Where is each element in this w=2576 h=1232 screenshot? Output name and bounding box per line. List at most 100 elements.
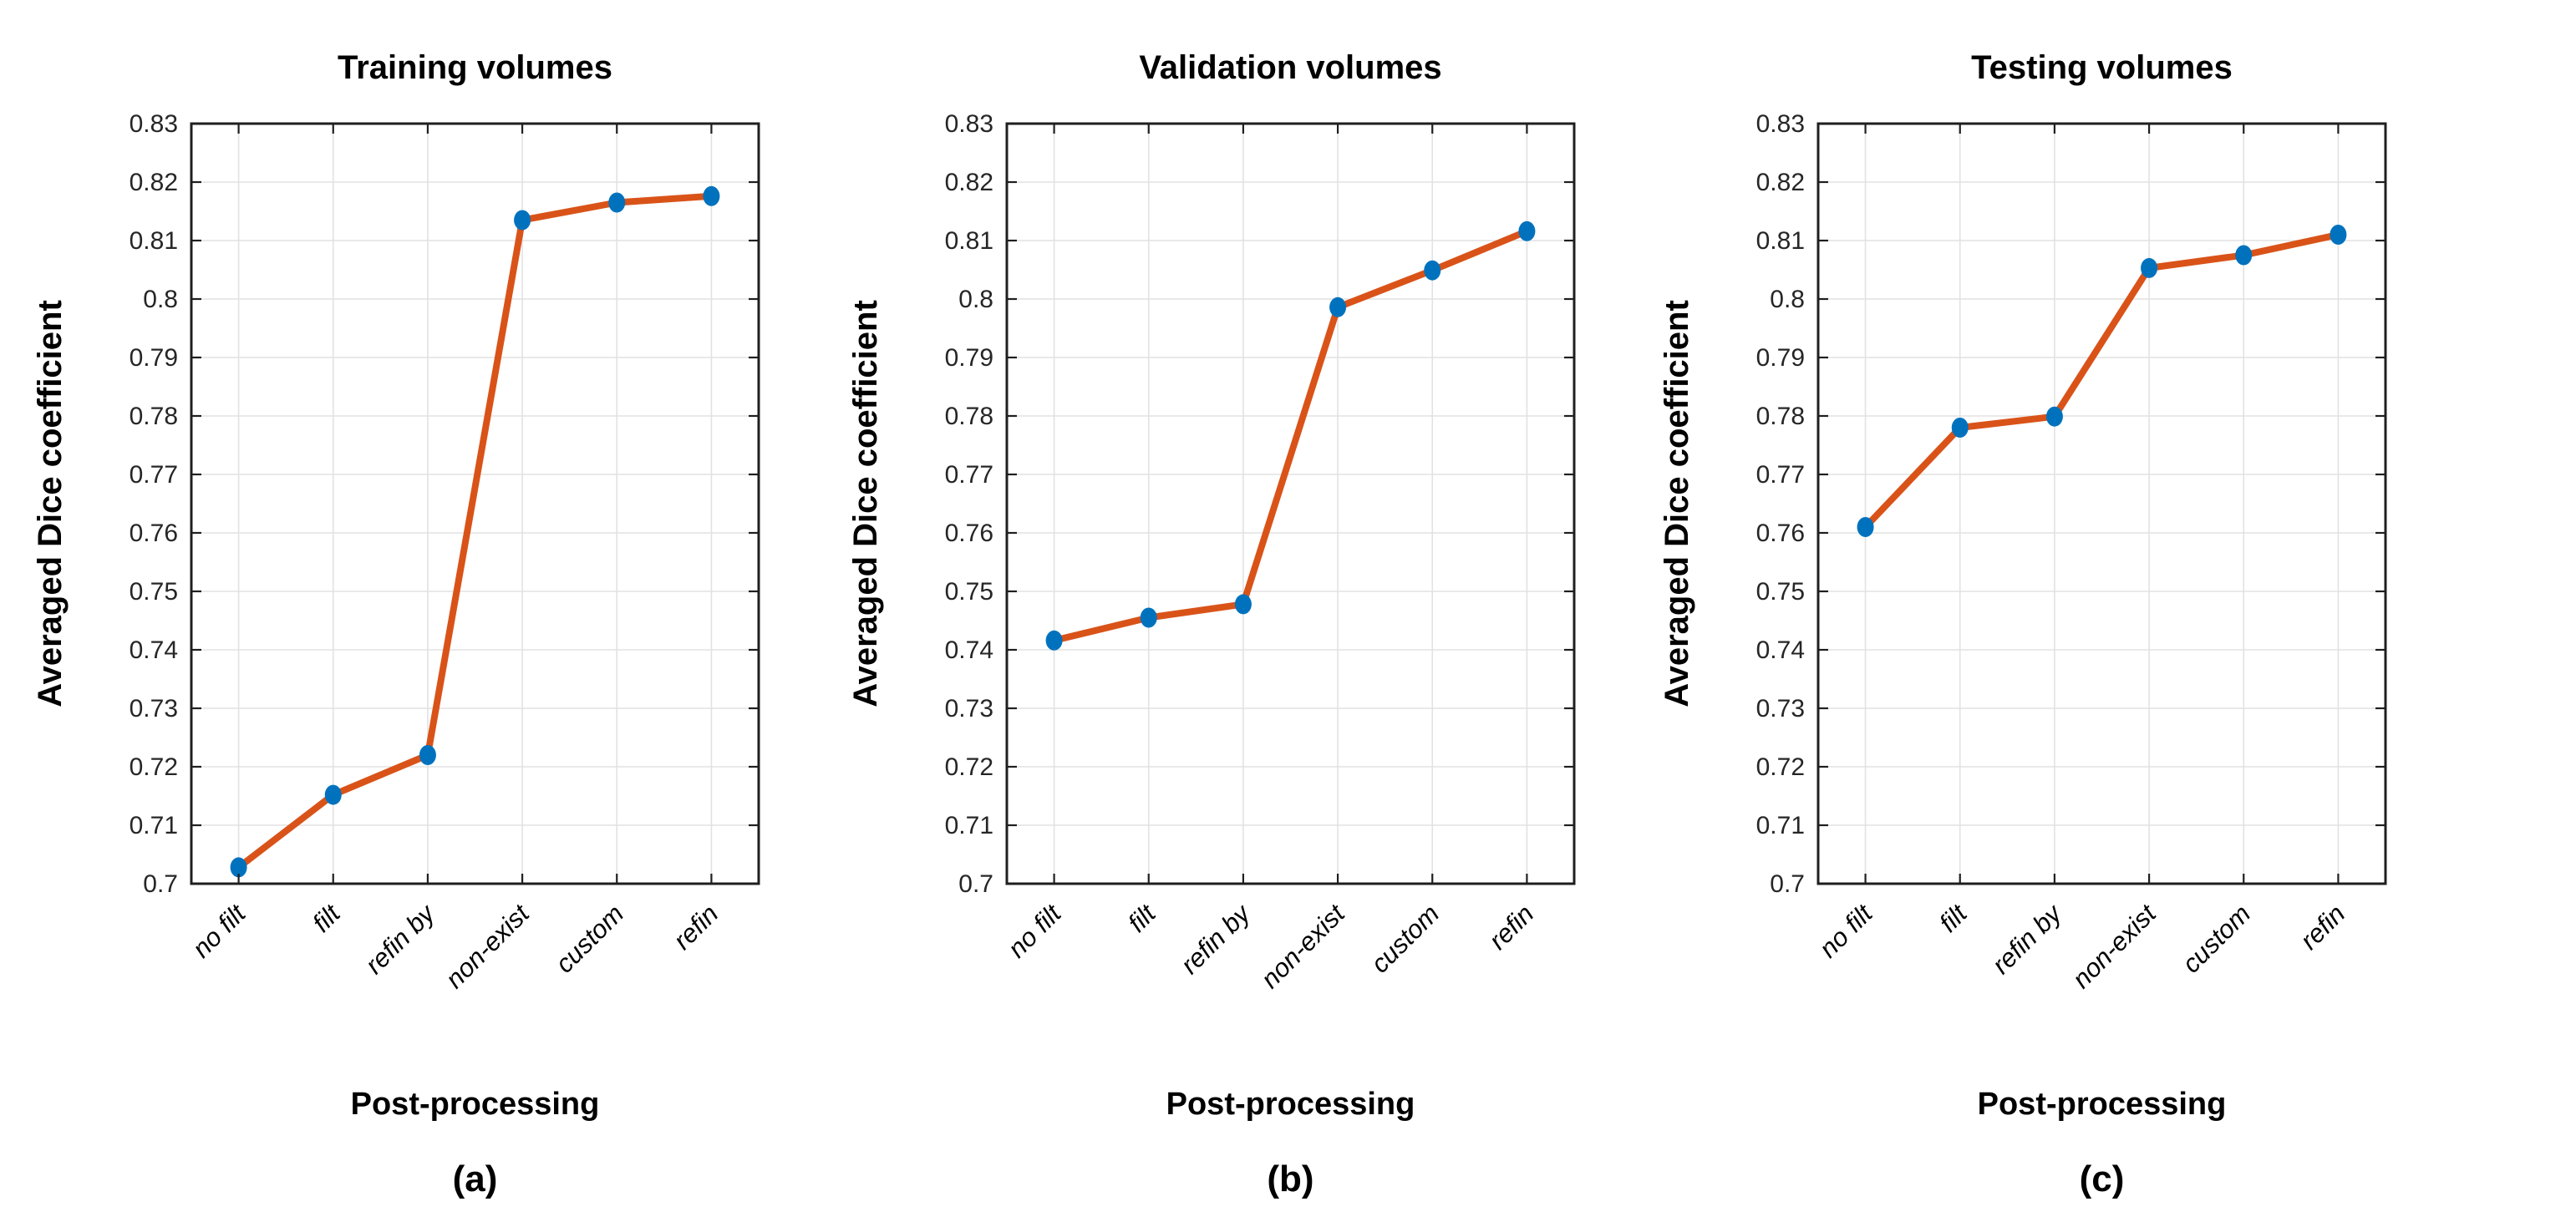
- axes-box: [190, 122, 760, 885]
- data-point-refin-by: [1234, 594, 1252, 615]
- y-tick-label: 0.72: [1756, 753, 1805, 781]
- series-line: [235, 192, 715, 871]
- y-tick-label: 0.7: [958, 870, 993, 898]
- x-tick-labels: no filt filt refin by non-exist custom refin: [186, 897, 724, 993]
- x-tick-label: no filt: [186, 898, 252, 963]
- x-tick-label: refin by: [1175, 897, 1257, 979]
- axis-ticks: [191, 122, 759, 885]
- y-tick-label: 0.8: [143, 286, 178, 313]
- y-tick-label: 0.7: [143, 870, 178, 898]
- x-tick-label: non-exist: [2066, 898, 2162, 994]
- y-tick-label: 0.73: [945, 695, 993, 722]
- x-tick-labels: no filt filt refin by non-exist custom refin: [1002, 897, 1539, 993]
- data-point-refin-by: [2045, 406, 2063, 427]
- x-tick-label: filt: [1933, 898, 1974, 938]
- y-tick-label: 0.83: [945, 110, 993, 138]
- chart-panel-c: 0.7 0.71 0.72 0.73 0.74 0.75 0.76 0.77 0.78 0.79 0…: [1659, 49, 2387, 1199]
- y-tick-label: 0.78: [1756, 403, 1805, 430]
- axes-box: [1005, 122, 1576, 885]
- y-tick-label: 0.8: [958, 286, 993, 313]
- y-tick-label: 0.76: [1756, 520, 1805, 547]
- data-point-filt: [1951, 418, 1969, 438]
- chart-panel-b: 0.7 0.71 0.72 0.73 0.74 0.75 0.76 0.77 0.78 0.79 0…: [847, 49, 1576, 1199]
- y-tick-label: 0.75: [1756, 578, 1805, 606]
- data-point-no-filt: [230, 857, 247, 878]
- y-tick-label: 0.81: [1756, 227, 1805, 255]
- x-tick-label: refin by: [359, 897, 441, 979]
- y-axis-label: Averaged Dice coefficient: [32, 300, 69, 707]
- data-point-refin: [1518, 221, 1536, 241]
- y-tick-label: 0.82: [945, 169, 993, 196]
- y-tick-label: 0.77: [130, 461, 178, 489]
- chart-panel-a: 0.7 0.71 0.72 0.73 0.74 0.75 0.76 0.77 0.78 0.79 0…: [32, 49, 760, 1199]
- x-tick-label: no filt: [1002, 898, 1067, 963]
- gridlines: [1818, 124, 2385, 884]
- y-axis-label: Averaged Dice coefficient: [1659, 300, 1695, 707]
- data-point-refin-by: [419, 745, 436, 765]
- x-axis-label: Post-processing: [1166, 1087, 1415, 1122]
- series-line: [1862, 231, 2342, 530]
- y-tick-label: 0.73: [130, 695, 178, 722]
- data-point-filt: [324, 784, 342, 805]
- subfigure-caption: (c): [2080, 1158, 2125, 1199]
- x-tick-label: refin: [668, 899, 724, 955]
- y-tick-label: 0.71: [130, 812, 178, 839]
- y-tick-label: 0.76: [130, 520, 178, 547]
- subfigure-caption: (a): [453, 1158, 498, 1199]
- y-tick-label: 0.79: [1756, 344, 1805, 372]
- x-tick-label: no filt: [1813, 898, 1878, 963]
- x-tick-label: filt: [307, 898, 347, 938]
- x-tick-label: custom: [1365, 899, 1445, 978]
- y-tick-labels: 0.7 0.71 0.72 0.73 0.74 0.75 0.76 0.77 0.78 0.79 0…: [130, 110, 178, 898]
- y-tick-label: 0.72: [945, 753, 993, 781]
- x-tick-label: custom: [2177, 899, 2256, 978]
- y-tick-label: 0.74: [1756, 636, 1805, 664]
- y-tick-label: 0.83: [130, 110, 178, 138]
- axis-ticks: [1818, 122, 2385, 885]
- data-point-filt: [1140, 607, 1157, 628]
- chart-title: Testing volumes: [1971, 49, 2233, 86]
- subfigure-caption: (b): [1267, 1158, 1313, 1199]
- y-axis-label: Averaged Dice coefficient: [847, 300, 884, 707]
- y-tick-label: 0.73: [1756, 695, 1805, 722]
- y-tick-label: 0.77: [1756, 461, 1805, 489]
- gridlines: [191, 124, 759, 884]
- data-point-custom: [608, 192, 626, 213]
- x-tick-label: filt: [1122, 898, 1162, 938]
- y-tick-label: 0.78: [130, 403, 178, 430]
- x-tick-label: refin: [2294, 899, 2350, 955]
- y-tick-label: 0.74: [945, 636, 993, 664]
- series-line: [1050, 227, 1531, 644]
- x-tick-label: non-exist: [1255, 898, 1351, 994]
- y-tick-label: 0.71: [945, 812, 993, 839]
- y-tick-labels: 0.7 0.71 0.72 0.73 0.74 0.75 0.76 0.77 0.78 0.79 0…: [1756, 110, 1805, 898]
- x-axis-label: Post-processing: [1978, 1087, 2227, 1122]
- y-tick-label: 0.81: [945, 227, 993, 255]
- axis-ticks: [1007, 122, 1574, 885]
- y-tick-label: 0.71: [1756, 812, 1805, 839]
- data-point-custom: [1424, 260, 1441, 281]
- y-tick-label: 0.75: [945, 578, 993, 606]
- y-tick-label: 0.74: [130, 636, 178, 664]
- y-tick-label: 0.76: [945, 520, 993, 547]
- x-tick-label: refin by: [1986, 897, 2068, 979]
- y-tick-label: 0.82: [1756, 169, 1805, 196]
- y-tick-labels: 0.7 0.71 0.72 0.73 0.74 0.75 0.76 0.77 0.78 0.79 0…: [945, 110, 993, 898]
- y-tick-label: 0.77: [945, 461, 993, 489]
- axes-box: [1816, 122, 2387, 885]
- y-tick-label: 0.78: [945, 403, 993, 430]
- y-tick-label: 0.79: [130, 344, 178, 372]
- y-tick-label: 0.81: [130, 227, 178, 255]
- y-tick-label: 0.75: [130, 578, 178, 606]
- y-tick-label: 0.72: [130, 753, 178, 781]
- x-tick-label: non-exist: [439, 898, 536, 994]
- chart-title: Training volumes: [338, 49, 612, 86]
- y-tick-label: 0.82: [130, 169, 178, 196]
- data-point-no-filt: [1045, 630, 1063, 651]
- data-point-no-filt: [1857, 517, 1874, 537]
- data-point-non-exist: [514, 210, 531, 231]
- y-tick-label: 0.83: [1756, 110, 1805, 138]
- data-point-custom: [2235, 245, 2253, 266]
